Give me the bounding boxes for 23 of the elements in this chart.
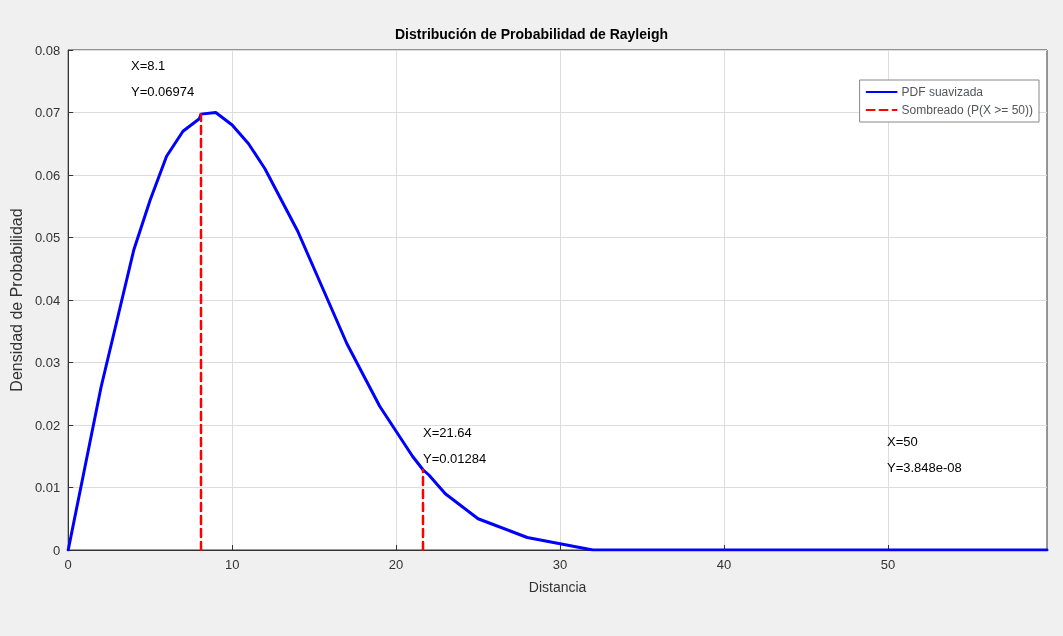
x-tick-label: 20	[388, 557, 404, 572]
annotation: X=50 Y=3.848e-08	[887, 433, 962, 475]
y-tick-label: 0.02	[34, 417, 61, 433]
legend-label: PDF suavizada	[901, 85, 984, 99]
x-tick-label: 10	[224, 557, 240, 572]
y-tick-label: 0.08	[34, 42, 61, 58]
annotation: X=8.1 Y=0.06974	[131, 57, 195, 99]
y-tick-label: 0.05	[34, 230, 61, 245]
y-tick-label: 0.04	[34, 292, 61, 308]
y-tick-label: 0.06	[34, 167, 61, 183]
x-tick-label: 40	[716, 557, 732, 572]
x-axis-title: Distancia	[528, 579, 587, 595]
x-tick-label: 0	[64, 557, 72, 572]
y-tick-label: 0.07	[34, 105, 61, 120]
chart-title: Distribución de Probabilidad de Rayleigh	[394, 26, 669, 42]
y-axis-title: Densidad de Probabilidad	[7, 208, 25, 392]
y-tick-label: 0	[52, 542, 61, 558]
legend-label: Sombreado (P(X >= 50))	[901, 103, 1034, 117]
annotation: X=21.64 Y=0.01284	[423, 425, 487, 467]
x-tick-label: 30	[552, 557, 568, 572]
y-tick-label: 0.01	[34, 480, 61, 495]
x-tick-label: 50	[880, 557, 896, 572]
y-tick-label: 0.03	[34, 355, 61, 370]
